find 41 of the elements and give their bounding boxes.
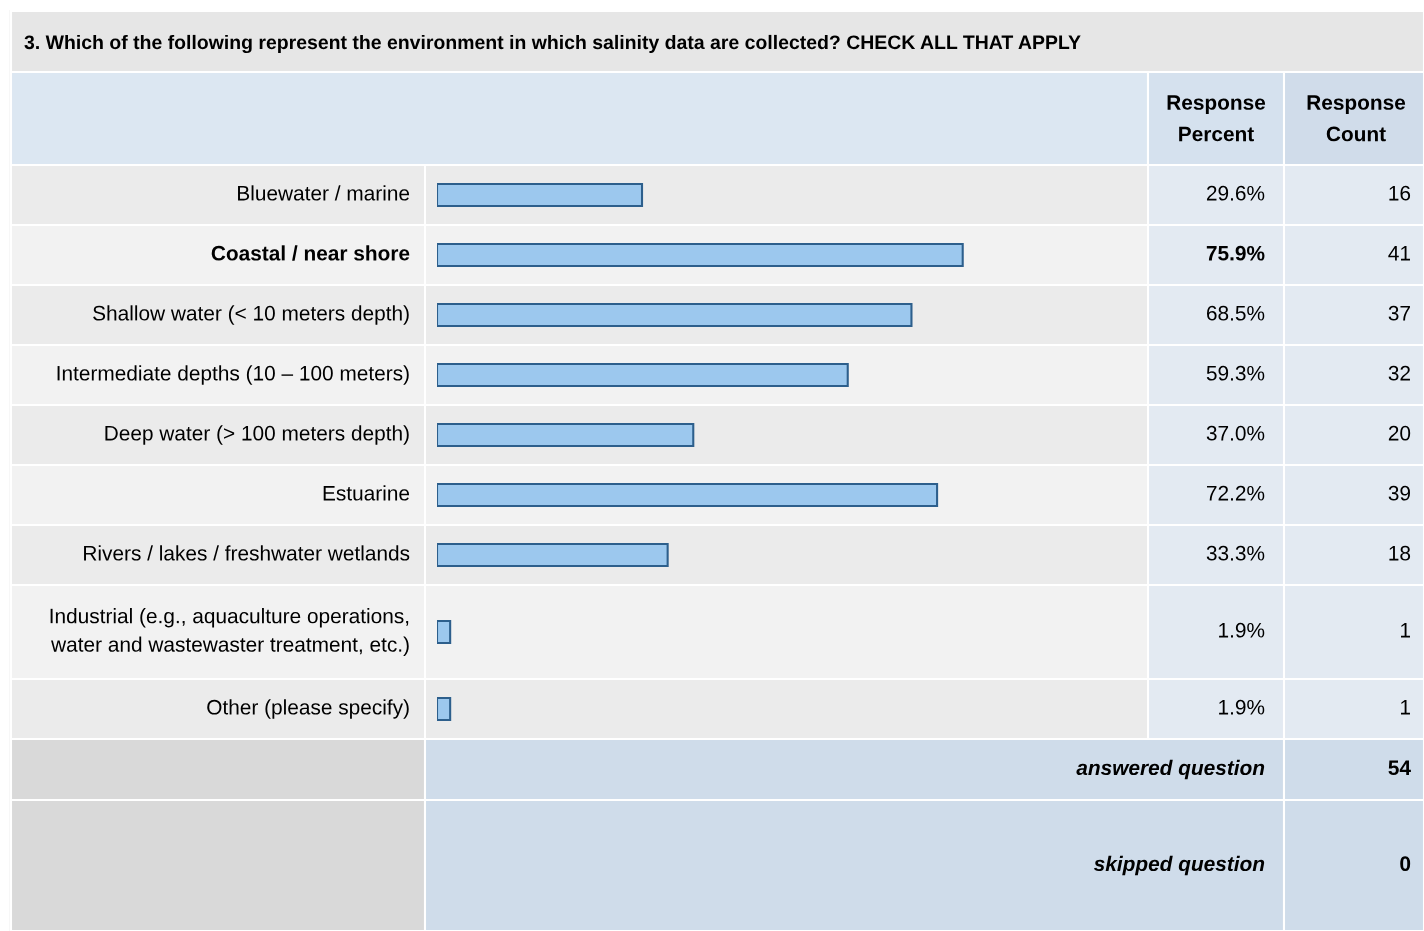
data-label: 72.2%	[1207, 485, 1265, 501]
bar	[437, 182, 644, 208]
bar	[437, 542, 669, 568]
data-label: 37.0%	[1206, 425, 1265, 441]
data-label: 1.9%	[1219, 622, 1265, 638]
text: answered question	[1076, 759, 1265, 780]
y-tick-label: Shallow water (< 10 meters depth)	[93, 305, 409, 325]
text: 54	[1388, 760, 1411, 776]
y-tick-label: Bluewater / marine	[238, 185, 410, 201]
bar	[437, 302, 913, 328]
text: 18	[1389, 545, 1411, 561]
text: 39	[1388, 485, 1411, 501]
text: 1	[1401, 623, 1410, 638]
text: 1	[1401, 700, 1410, 715]
text: skipped question	[1093, 855, 1265, 876]
bar	[437, 242, 964, 268]
text: Response Count	[1307, 95, 1406, 142]
y-tick-label: Deep water (> 100 meters depth)	[105, 425, 409, 445]
data-label: 1.9%	[1219, 699, 1265, 715]
data-label: 75.9%	[1206, 245, 1265, 261]
text: 0	[1400, 856, 1411, 872]
data-label: 33.3%	[1206, 545, 1265, 561]
y-tick-label: Coastal / near shore	[211, 245, 410, 261]
text: 41	[1388, 246, 1410, 261]
chart-title: 3. Which of the following represent the environment in which salinity data are collected? CHECK ALL THAT APPLY	[24, 34, 1081, 54]
text: 16	[1389, 185, 1411, 201]
bar	[437, 482, 939, 508]
y-tick-label: Rivers / lakes / freshwater wetlands	[84, 545, 410, 561]
data-label: 68.5%	[1206, 305, 1265, 321]
text: 32	[1388, 365, 1410, 381]
y-tick-label: Intermediate depths (10 – 100 meters)	[57, 365, 409, 385]
y-tick-label: Industrial (e.g., aquaculture operations, water and wastewaster treatment, etc.)	[50, 608, 409, 656]
text: 37	[1388, 305, 1410, 321]
text: Response Percent	[1167, 95, 1266, 142]
bar	[437, 362, 849, 388]
data-label: 59.3%	[1206, 365, 1265, 381]
y-tick-label: Other (please specify)	[207, 699, 409, 719]
bar	[437, 422, 695, 448]
text: 20	[1388, 425, 1411, 441]
y-tick-label: Estuarine	[323, 485, 410, 501]
data-label: 29.6%	[1206, 185, 1265, 201]
